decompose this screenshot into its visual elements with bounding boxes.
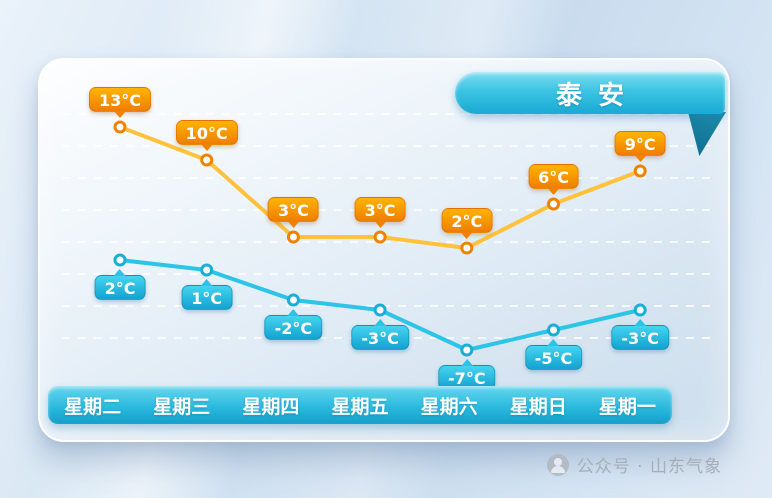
day-label: 星期一: [598, 395, 656, 418]
high-temp-badge: 9°C: [614, 131, 666, 156]
low-temp-badge: -5°C: [524, 345, 583, 370]
forecast-card: 13°C 10°C 3°C 3°C 2°C 6°C 9°C 2°C 1°C -2°C -3°C -7°…: [38, 58, 730, 442]
watermark: 公众号 · 山东气象: [546, 452, 722, 477]
temperature-badge-layer: 13°C 10°C 3°C 3°C 2°C 6°C 9°C 2°C 1°C -2°C -3°C -7°…: [40, 60, 728, 440]
low-temp-badge: 2°C: [94, 275, 146, 300]
high-temp-badge: 3°C: [267, 197, 319, 222]
low-temp-badge: -2°C: [264, 315, 323, 340]
high-temp-badge: 2°C: [441, 208, 493, 233]
high-temp-badge: 3°C: [354, 197, 406, 222]
wechat-official-account-icon: [546, 453, 569, 476]
day-label: 星期日: [509, 395, 567, 418]
city-title: 泰安: [555, 80, 640, 111]
watermark-text: 公众号 · 山东气象: [576, 457, 722, 477]
day-of-week-bar: 星期二 星期三 星期四 星期五 星期六 星期日 星期一: [48, 386, 672, 424]
high-temp-badge: 6°C: [528, 164, 579, 189]
day-label: 星期五: [331, 395, 389, 418]
low-temp-badge: -3°C: [351, 325, 409, 350]
day-label: 星期四: [242, 395, 300, 418]
day-label: 星期二: [64, 395, 122, 418]
high-temp-badge: 10°C: [175, 120, 238, 145]
high-temp-badge: 13°C: [88, 87, 152, 112]
day-label: 星期六: [420, 395, 478, 418]
day-label: 星期三: [153, 395, 211, 418]
low-temp-badge: 1°C: [181, 285, 233, 310]
banner-ribbon-fold-icon: [688, 112, 726, 156]
city-banner: 泰安: [455, 72, 725, 114]
low-temp-badge: -3°C: [611, 325, 669, 350]
